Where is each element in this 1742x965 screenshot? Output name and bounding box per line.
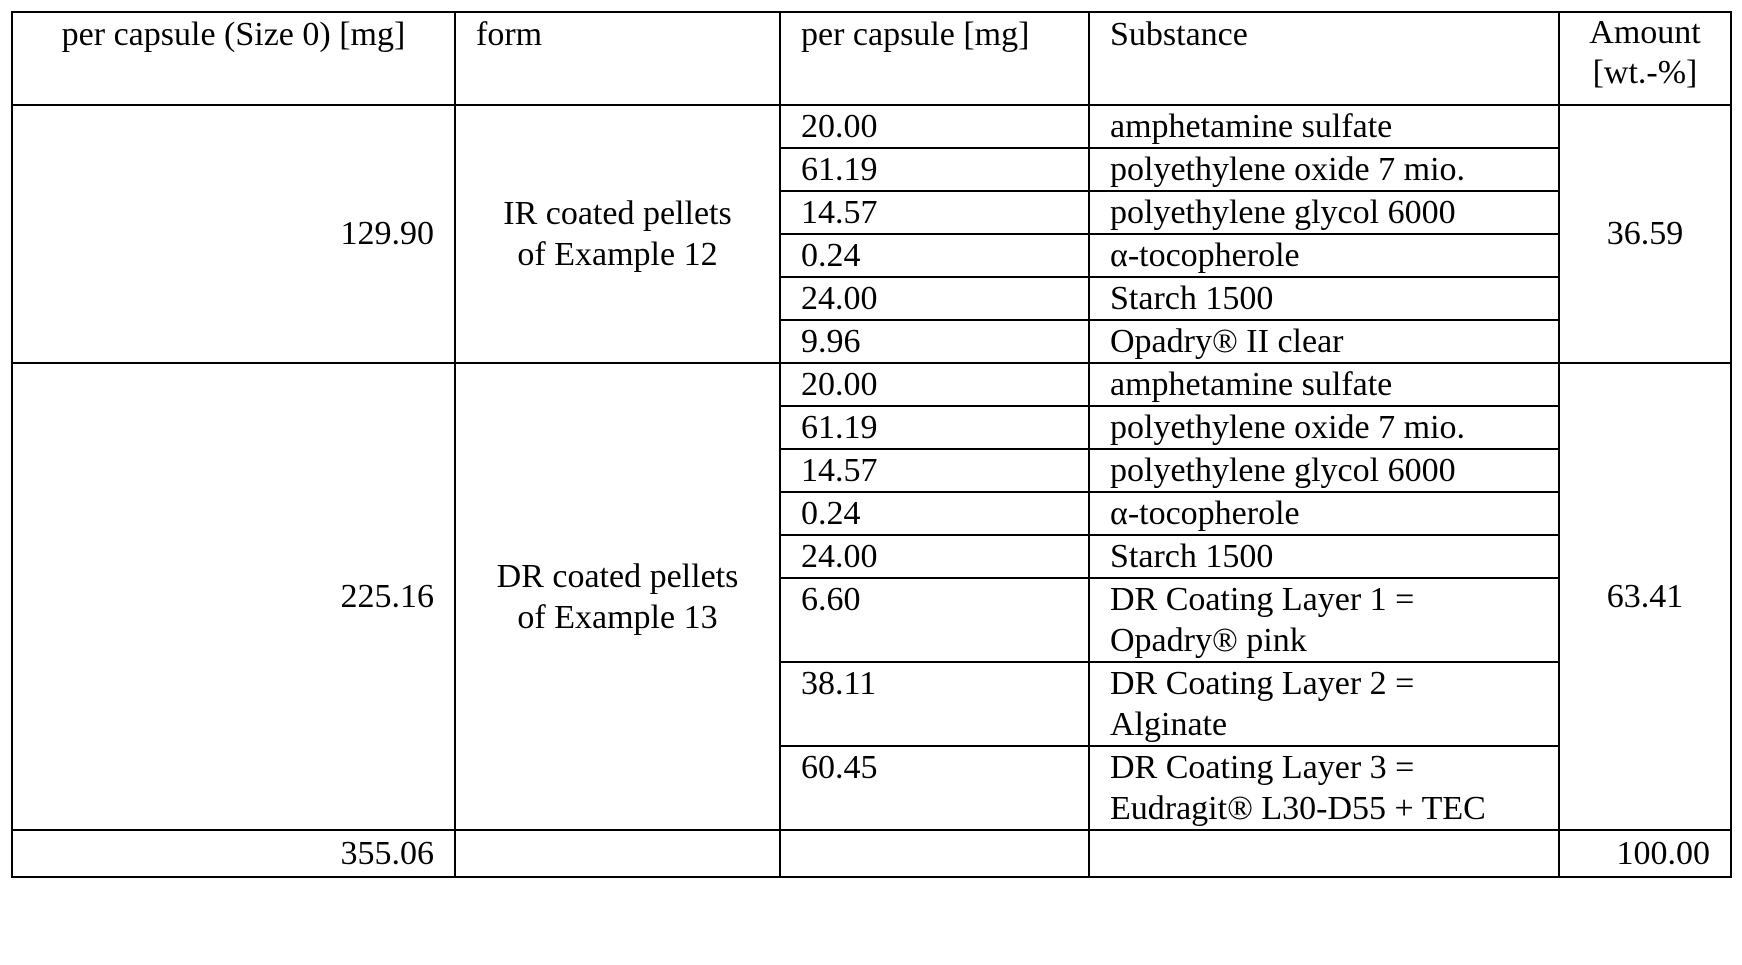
- substance-cell-line: Opadry® II clear: [1110, 321, 1538, 362]
- substance-cell: DR Coating Layer 2 =Alginate: [1089, 662, 1559, 746]
- empty-cell: [1089, 830, 1559, 877]
- total-amount-cell: 100.00: [1559, 830, 1731, 877]
- substance-cell-line: polyethylene glycol 6000: [1110, 450, 1538, 491]
- substance-cell: Starch 1500: [1089, 277, 1559, 320]
- substance-cell: Starch 1500: [1089, 535, 1559, 578]
- mg-cell: 0.24: [780, 234, 1089, 277]
- form-cell: DR coated pelletsof Example 13: [455, 363, 780, 830]
- substance-cell-line: α-tocopherole: [1110, 493, 1538, 534]
- form-cell: IR coated pelletsof Example 12: [455, 105, 780, 363]
- mg-cell: 9.96: [780, 320, 1089, 363]
- mg-cell: 24.00: [780, 535, 1089, 578]
- mg-cell: 20.00: [780, 105, 1089, 148]
- header-cell-line: Amount: [1580, 13, 1710, 53]
- header-cell: per capsule [mg]: [780, 12, 1089, 105]
- substance-cell-line: α-tocopherole: [1110, 235, 1538, 276]
- form-cell-line: of Example 12: [476, 234, 759, 275]
- header-cell: Amount[wt.-%]: [1559, 12, 1731, 105]
- amount-cell: 36.59: [1559, 105, 1731, 363]
- substance-cell: Opadry® II clear: [1089, 320, 1559, 363]
- total-mg-cell: 355.06: [12, 830, 455, 877]
- mg-cell: 61.19: [780, 406, 1089, 449]
- substance-cell: α-tocopherole: [1089, 492, 1559, 535]
- substance-cell-line: Eudragit® L30-D55 + TEC: [1110, 788, 1538, 829]
- substance-cell-line: DR Coating Layer 1 =: [1110, 579, 1538, 620]
- header-cell: Substance: [1089, 12, 1559, 105]
- empty-cell: [780, 830, 1089, 877]
- mg-cell: 61.19: [780, 148, 1089, 191]
- substance-cell: α-tocopherole: [1089, 234, 1559, 277]
- mg-cell: 6.60: [780, 578, 1089, 662]
- data-row: 129.90IR coated pelletsof Example 1220.0…: [12, 105, 1731, 148]
- mg-cell: 14.57: [780, 449, 1089, 492]
- substance-cell: amphetamine sulfate: [1089, 363, 1559, 406]
- form-cell-line: DR coated pellets: [476, 556, 759, 597]
- substance-cell-line: polyethylene oxide 7 mio.: [1110, 407, 1538, 448]
- capsule-mg-cell: 225.16: [12, 363, 455, 830]
- mg-cell: 24.00: [780, 277, 1089, 320]
- header-cell: form: [455, 12, 780, 105]
- substance-cell: polyethylene glycol 6000: [1089, 449, 1559, 492]
- substance-cell: polyethylene oxide 7 mio.: [1089, 148, 1559, 191]
- substance-cell-line: Starch 1500: [1110, 536, 1538, 577]
- mg-cell: 14.57: [780, 191, 1089, 234]
- substance-cell: DR Coating Layer 1 =Opadry® pink: [1089, 578, 1559, 662]
- substance-cell-line: Opadry® pink: [1110, 620, 1538, 661]
- formulation-table: per capsule (Size 0) [mg]formper capsule…: [11, 11, 1732, 878]
- total-row: 355.06 100.00: [12, 830, 1731, 877]
- substance-cell: DR Coating Layer 3 =Eudragit® L30-D55 + …: [1089, 746, 1559, 830]
- header-cell-line: [wt.-%]: [1580, 53, 1710, 93]
- substance-cell-line: polyethylene oxide 7 mio.: [1110, 149, 1538, 190]
- substance-cell-line: polyethylene glycol 6000: [1110, 192, 1538, 233]
- mg-cell: 20.00: [780, 363, 1089, 406]
- substance-cell-line: amphetamine sulfate: [1110, 106, 1538, 147]
- amount-cell: 63.41: [1559, 363, 1731, 830]
- substance-cell-line: DR Coating Layer 2 =: [1110, 663, 1538, 704]
- substance-cell-line: Alginate: [1110, 704, 1538, 745]
- table-body: per capsule (Size 0) [mg]formper capsule…: [12, 12, 1731, 877]
- capsule-mg-cell: 129.90: [12, 105, 455, 363]
- substance-cell-line: DR Coating Layer 3 =: [1110, 747, 1538, 788]
- substance-cell: polyethylene oxide 7 mio.: [1089, 406, 1559, 449]
- form-cell-line: of Example 13: [476, 597, 759, 638]
- substance-cell: polyethylene glycol 6000: [1089, 191, 1559, 234]
- substance-cell: amphetamine sulfate: [1089, 105, 1559, 148]
- header-row: per capsule (Size 0) [mg]formper capsule…: [12, 12, 1731, 105]
- header-cell: per capsule (Size 0) [mg]: [12, 12, 455, 105]
- form-cell-line: IR coated pellets: [476, 193, 759, 234]
- empty-cell: [455, 830, 780, 877]
- data-row: 225.16DR coated pelletsof Example 1320.0…: [12, 363, 1731, 406]
- mg-cell: 60.45: [780, 746, 1089, 830]
- substance-cell-line: amphetamine sulfate: [1110, 364, 1538, 405]
- mg-cell: 0.24: [780, 492, 1089, 535]
- substance-cell-line: Starch 1500: [1110, 278, 1538, 319]
- mg-cell: 38.11: [780, 662, 1089, 746]
